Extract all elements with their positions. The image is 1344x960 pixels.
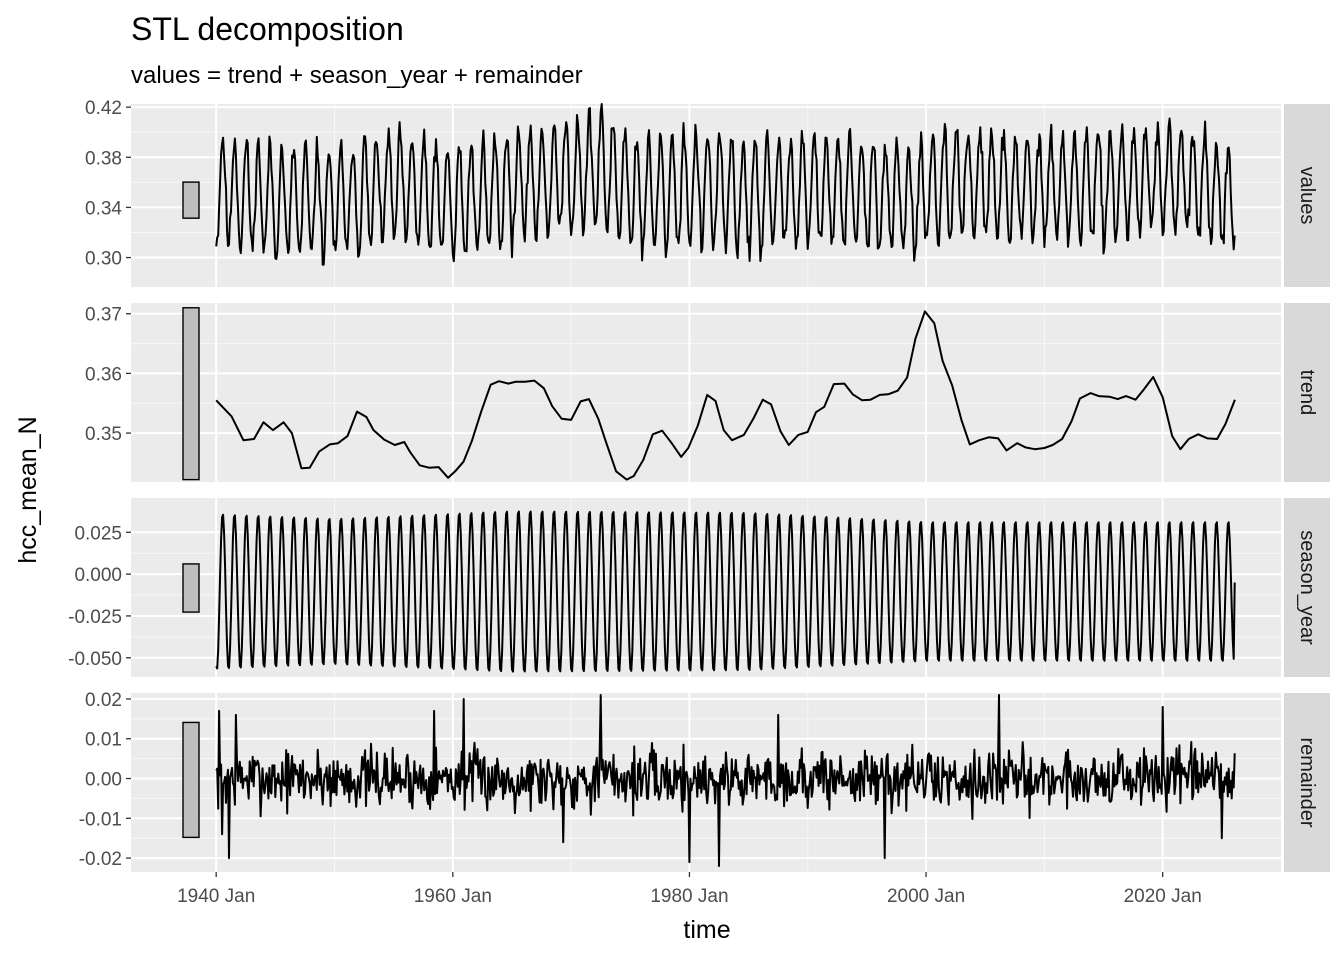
x-tick-label: 1980 Jan [650,886,728,907]
y-tick-label: -0.050 [68,649,122,670]
facet-panels: 0.30 0.34 0.38 0.42 values 0.35 0.36 0.37 trend -… [68,98,1330,872]
panel-remainder: -0.02 -0.01 0.00 0.01 0.02 remainder [79,690,1330,872]
x-axis-title: time [683,916,730,944]
x-tick-label: 2000 Jan [887,886,965,907]
y-tick-label: 0.38 [85,148,122,169]
facet-strip [1284,498,1330,677]
x-tick-label: 1940 Jan [177,886,255,907]
y-tick-label: 0.000 [74,565,122,586]
y-tick-label: -0.02 [79,849,122,870]
panel-trend: 0.35 0.36 0.37 trend [85,303,1330,482]
series-line-trend [215,310,1236,481]
y-tick-label: 0.00 [85,770,122,791]
scale-bar [182,721,200,839]
series-line-remainder [215,694,1236,867]
y-axis-title: hcc_mean_N [14,416,42,563]
y-tick-label: 0.42 [85,98,122,119]
facet-strip-label: remainder [1296,737,1318,827]
y-tick-label: 0.02 [85,690,122,711]
y-tick-label: 0.36 [85,364,122,385]
facet-strip-label: values [1296,167,1318,225]
panel-values: 0.30 0.34 0.38 0.42 values [85,98,1330,287]
chart-subtitle: values = trend + season_year + remainder [131,62,583,89]
y-tick-label: 0.025 [74,523,122,544]
scale-bar [182,563,200,613]
facet-strip [1284,104,1330,287]
y-tick-label: -0.01 [79,809,122,830]
panel-background [131,303,1281,482]
facet-strip-label: season_year [1296,530,1318,645]
x-axis: 1940 Jan 1960 Jan 1980 Jan 2000 Jan 2020 Jan [177,872,1202,907]
series-line-season_year [215,510,1236,673]
y-tick-label: 0.37 [85,305,122,326]
facet-strip-label: trend [1296,370,1318,416]
y-tick-label: 0.30 [85,249,122,270]
panel-season_year: -0.050 -0.025 0.000 0.025 season_year [68,498,1330,677]
x-tick-label: 1960 Jan [414,886,492,907]
facet-strip [1284,693,1330,872]
y-tick-label: 0.01 [85,730,122,751]
chart-title: STL decomposition [131,11,404,47]
scale-bar [182,181,200,219]
x-tick-label: 2020 Jan [1124,886,1202,907]
y-tick-label: 0.35 [85,424,122,445]
facet-strip [1284,303,1330,482]
y-tick-label: 0.34 [85,198,122,219]
scale-bar [182,307,200,481]
y-tick-label: -0.025 [68,607,122,628]
series-line-values [215,103,1236,266]
